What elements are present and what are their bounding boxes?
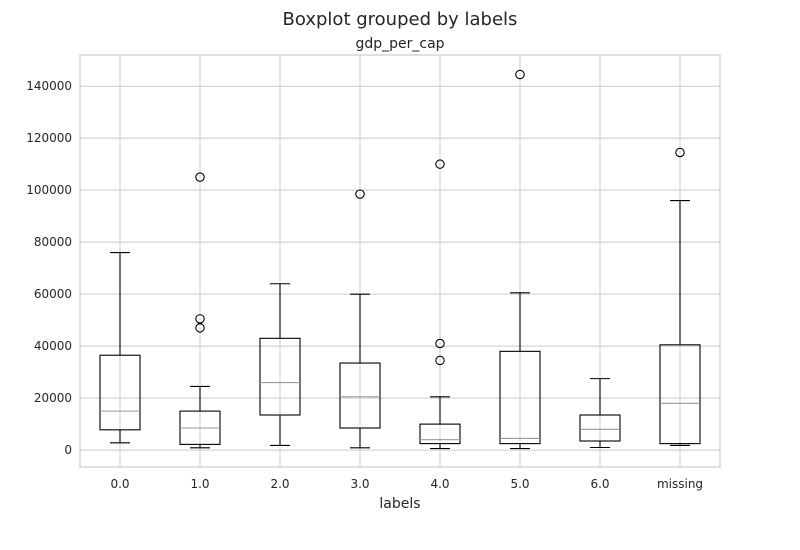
outlier-point	[195, 314, 205, 324]
box-group-1	[179, 172, 221, 449]
x-tick-label: 6.0	[590, 477, 609, 491]
box	[579, 414, 621, 442]
y-tick-label: 20000	[34, 391, 72, 405]
box-group-5	[499, 69, 541, 450]
x-tick-label: 0.0	[110, 477, 129, 491]
box	[99, 354, 141, 431]
outlier-point	[435, 338, 445, 349]
y-axis-ticks: 0 20000 40000 60000 80000 100000 120000 140000	[26, 79, 72, 457]
x-axis-label: labels	[379, 496, 420, 512]
box	[339, 362, 381, 429]
box	[259, 337, 301, 416]
box-group-2	[259, 283, 301, 446]
box	[419, 423, 461, 445]
outlier-point	[435, 159, 445, 169]
outlier-point	[355, 189, 365, 199]
outlier-point	[195, 323, 205, 333]
y-tick-label: 140000	[26, 79, 72, 93]
box	[659, 344, 701, 445]
y-tick-label: 0	[64, 443, 72, 457]
chart-suptitle: Boxplot grouped by labels	[283, 9, 518, 30]
box-group-3	[339, 189, 381, 449]
box-group-6	[579, 378, 621, 449]
x-tick-label: missing	[657, 477, 703, 491]
box-group-7	[659, 147, 701, 446]
box-group-4	[419, 159, 461, 450]
plot-area	[79, 54, 721, 468]
outlier-point	[515, 69, 525, 80]
outlier-point	[195, 172, 205, 182]
box-group-0	[99, 252, 141, 444]
x-tick-label: 4.0	[430, 477, 449, 491]
y-tick-label: 120000	[26, 131, 72, 145]
outlier-point	[675, 147, 685, 158]
y-tick-label: 100000	[26, 183, 72, 197]
boxes	[99, 69, 701, 450]
outlier-point	[435, 355, 445, 366]
y-tick-label: 60000	[34, 287, 72, 301]
grid-lines	[80, 55, 720, 467]
x-tick-label: 3.0	[350, 477, 369, 491]
box	[499, 350, 541, 445]
x-tick-label: 5.0	[510, 477, 529, 491]
x-axis-ticks: 0.0 1.0 2.0 3.0 4.0 5.0 6.0 missing	[110, 477, 703, 491]
y-tick-label: 40000	[34, 339, 72, 353]
x-tick-label: 2.0	[270, 477, 289, 491]
chart-title: gdp_per_cap	[355, 36, 444, 52]
x-tick-label: 1.0	[190, 477, 209, 491]
y-tick-label: 80000	[34, 235, 72, 249]
